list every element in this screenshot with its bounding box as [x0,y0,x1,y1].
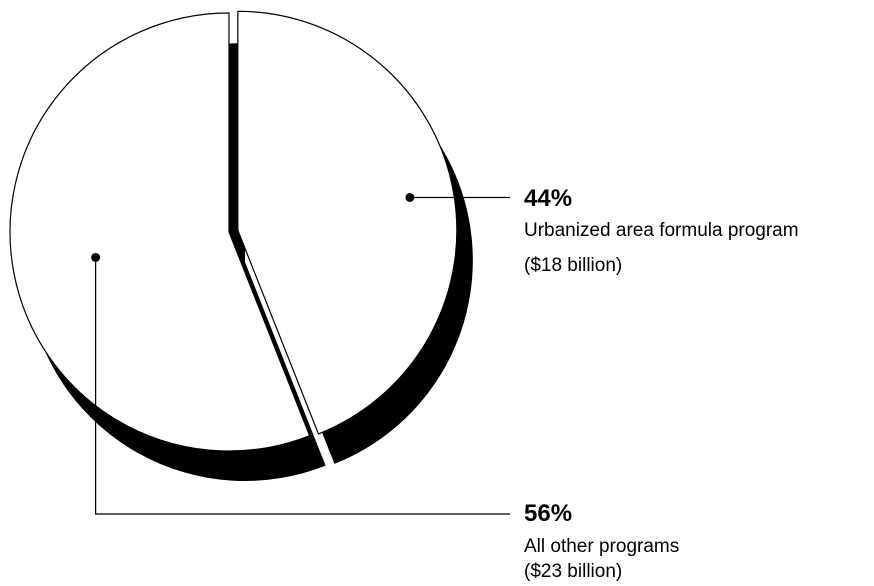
slice-percent-urbanized: 44% [524,185,573,212]
slice-amount-other: ($23 billion) [524,561,623,582]
pie-slices [9,10,458,452]
slice-label-other: All other programs [524,536,680,557]
slice-amount-urbanized: ($18 billion) [524,255,623,276]
pie-slice-0 [237,10,458,435]
pie-slice-1 [9,12,311,452]
leader-line-other [95,257,510,515]
pie-leaders [91,192,510,515]
slice-label-urbanized: Urbanized area formula program [524,220,799,241]
slice-percent-other: 56% [524,500,573,527]
